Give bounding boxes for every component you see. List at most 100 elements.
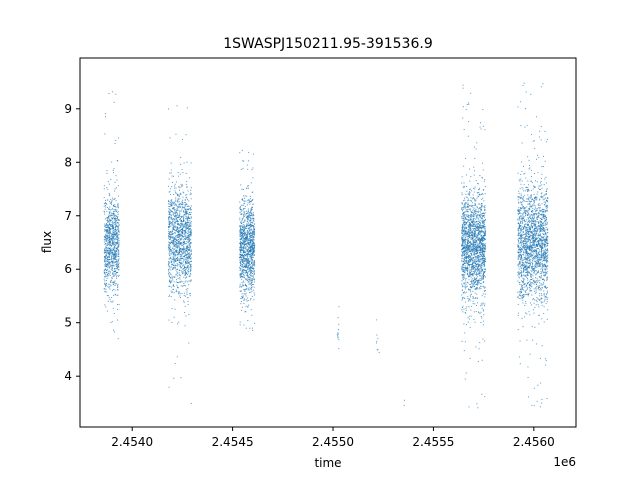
data-point <box>181 185 183 187</box>
data-point <box>467 232 469 234</box>
data-point <box>109 215 111 217</box>
data-point <box>245 240 247 242</box>
data-point <box>172 247 174 249</box>
data-point <box>189 255 191 257</box>
data-point <box>112 223 114 225</box>
data-point <box>250 228 252 230</box>
data-point <box>463 244 465 246</box>
data-point <box>248 227 250 229</box>
data-point <box>251 279 253 281</box>
data-point <box>112 172 114 174</box>
data-point <box>464 243 466 245</box>
data-point <box>242 227 244 229</box>
data-point <box>190 209 192 211</box>
data-point <box>185 243 187 245</box>
data-point <box>185 229 187 231</box>
data-point <box>249 216 251 218</box>
data-point <box>482 235 484 237</box>
data-point <box>254 265 256 267</box>
data-point <box>479 214 481 216</box>
data-point <box>185 232 187 234</box>
data-point <box>245 213 247 215</box>
data-point <box>187 260 189 262</box>
data-point <box>465 255 467 257</box>
data-point <box>480 128 482 130</box>
data-point <box>481 295 483 297</box>
data-point <box>479 227 481 229</box>
data-point <box>177 198 179 200</box>
data-point <box>472 281 474 283</box>
data-point <box>103 269 105 271</box>
data-point <box>113 284 115 286</box>
data-point <box>465 202 467 204</box>
data-point <box>248 243 250 245</box>
data-point <box>481 217 483 219</box>
data-point <box>243 261 245 263</box>
data-point <box>463 229 465 231</box>
data-point <box>482 270 484 272</box>
data-point <box>481 278 483 280</box>
data-point <box>473 245 475 247</box>
data-point <box>251 246 253 248</box>
data-point <box>189 231 191 233</box>
data-point <box>114 289 116 291</box>
data-point <box>106 275 108 277</box>
data-point <box>169 234 171 236</box>
data-point <box>462 278 464 280</box>
data-point <box>104 290 106 292</box>
data-point <box>186 211 188 213</box>
data-point <box>104 224 106 226</box>
data-point <box>482 214 484 216</box>
data-point <box>113 229 115 231</box>
data-point <box>242 266 244 268</box>
data-point <box>168 262 170 264</box>
data-point <box>464 222 466 224</box>
data-point <box>469 357 471 359</box>
data-point <box>247 233 249 235</box>
data-point <box>178 321 180 323</box>
data-point <box>476 261 478 263</box>
data-point <box>251 218 253 220</box>
data-point <box>168 265 170 267</box>
data-point <box>172 214 174 216</box>
data-point <box>106 187 108 189</box>
data-point <box>250 291 252 293</box>
data-point <box>179 276 181 278</box>
data-point <box>482 226 484 228</box>
data-point <box>253 271 255 273</box>
data-point <box>249 239 251 241</box>
data-point <box>254 233 256 235</box>
data-point <box>466 236 468 238</box>
data-point <box>180 248 182 250</box>
data-point <box>190 273 192 275</box>
data-point <box>189 271 191 273</box>
data-point <box>247 251 249 253</box>
data-point <box>477 274 479 276</box>
data-point <box>107 225 109 227</box>
data-point <box>179 274 181 276</box>
data-point <box>465 245 467 247</box>
data-point <box>115 276 117 278</box>
data-point <box>107 216 109 218</box>
data-point <box>476 302 478 304</box>
data-point <box>182 230 184 232</box>
data-point <box>185 196 187 198</box>
data-point <box>188 242 190 244</box>
data-point <box>176 205 178 207</box>
data-point <box>246 245 248 247</box>
data-point <box>475 213 477 215</box>
data-point <box>242 232 244 234</box>
data-point <box>247 252 249 254</box>
data-point <box>249 239 251 241</box>
data-point <box>189 217 191 219</box>
data-point <box>241 260 243 262</box>
data-point <box>179 204 181 206</box>
data-point <box>250 215 252 217</box>
data-point <box>103 205 105 207</box>
data-point <box>465 230 467 232</box>
data-point <box>188 252 190 254</box>
data-point <box>171 231 173 233</box>
data-point <box>477 284 479 286</box>
data-point <box>190 229 192 231</box>
data-point <box>253 227 255 229</box>
